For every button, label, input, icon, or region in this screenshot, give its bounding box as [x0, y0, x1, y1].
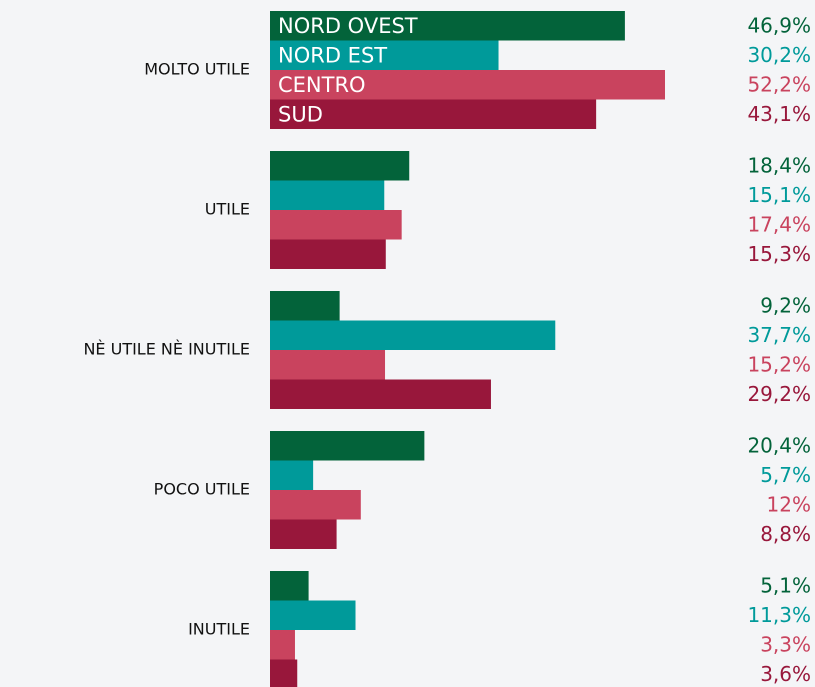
bar	[270, 460, 314, 490]
value-label: 37,7%	[747, 323, 811, 347]
bar	[270, 379, 491, 409]
bar	[270, 11, 625, 41]
value-label: 8,8%	[760, 522, 811, 546]
category-label: NÈ UTILE NÈ INUTILE	[83, 340, 250, 359]
bar	[270, 180, 385, 210]
value-label: 17,4%	[747, 212, 811, 236]
bar	[270, 431, 425, 461]
bar	[270, 239, 386, 269]
value-label: 9,2%	[760, 293, 811, 317]
legend-label: NORD EST	[278, 43, 387, 67]
bar	[270, 519, 337, 549]
bar	[270, 659, 298, 687]
bar	[270, 350, 386, 380]
category-label: INUTILE	[188, 620, 250, 639]
category-label: MOLTO UTILE	[144, 60, 250, 79]
value-label: 12%	[767, 492, 811, 516]
value-label: 29,2%	[747, 382, 811, 406]
value-label: 15,1%	[747, 183, 811, 207]
value-label: 30,2%	[747, 43, 811, 67]
legend-label: SUD	[278, 102, 323, 126]
value-label: 20,4%	[747, 433, 811, 457]
value-label: 3,6%	[760, 662, 811, 686]
bar	[270, 210, 402, 240]
bar	[270, 490, 361, 520]
category-label: POCO UTILE	[154, 480, 250, 499]
bar	[270, 151, 410, 181]
value-label: 3,3%	[760, 632, 811, 656]
bar	[270, 291, 340, 321]
value-label: 15,2%	[747, 352, 811, 376]
bar	[270, 571, 309, 601]
value-label: 43,1%	[747, 102, 811, 126]
value-label: 18,4%	[747, 153, 811, 177]
bar	[270, 630, 295, 660]
value-label: 11,3%	[747, 603, 811, 627]
value-label: 15,3%	[747, 242, 811, 266]
value-label: 5,1%	[760, 573, 811, 597]
bar	[270, 70, 665, 100]
bar	[270, 320, 556, 350]
category-label: UTILE	[205, 200, 250, 219]
value-label: 5,7%	[760, 463, 811, 487]
bar	[270, 40, 499, 70]
bar	[270, 99, 597, 129]
bar	[270, 600, 356, 630]
value-label: 52,2%	[747, 72, 811, 96]
legend-label: NORD OVEST	[278, 14, 418, 38]
value-label: 46,9%	[747, 13, 811, 37]
legend-label: CENTRO	[278, 73, 366, 97]
